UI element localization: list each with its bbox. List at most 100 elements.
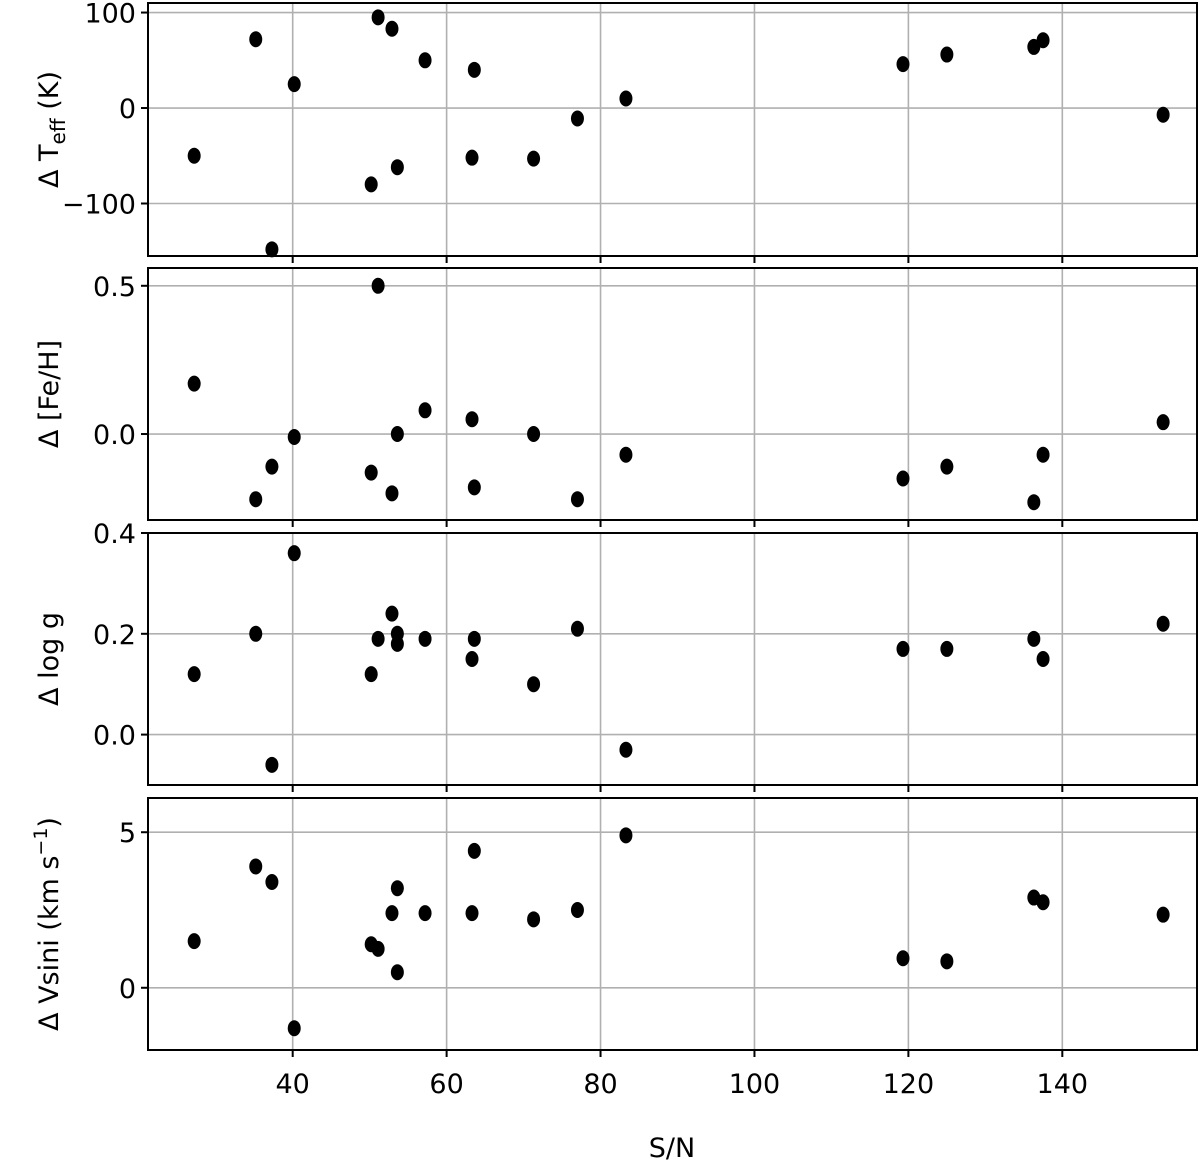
- data-point: [1156, 615, 1170, 632]
- data-point: [187, 147, 201, 164]
- data-point: [1027, 630, 1041, 647]
- y-tick-label: 0.5: [93, 272, 136, 303]
- data-point: [896, 640, 910, 657]
- data-point: [390, 426, 404, 443]
- data-point: [390, 964, 404, 981]
- panel-frame: [147, 797, 1198, 1051]
- data-point: [465, 149, 479, 166]
- data-point: [570, 902, 584, 918]
- data-point: [287, 76, 301, 93]
- data-point: [1036, 446, 1050, 463]
- data-point: [527, 426, 541, 443]
- data-point: [287, 428, 301, 445]
- data-point: [371, 9, 385, 26]
- data-point: [371, 940, 385, 957]
- data-point: [940, 953, 954, 970]
- data-point: [527, 911, 541, 928]
- y-tick-label: 0: [119, 974, 136, 1005]
- data-point: [249, 31, 263, 48]
- y-tick-label: −100: [62, 189, 136, 220]
- data-point: [385, 485, 399, 502]
- y-axis-label: Δ log g: [34, 612, 65, 706]
- data-point: [465, 651, 479, 667]
- y-axis-label: Δ Vsini (km s−1): [30, 817, 65, 1031]
- y-axis-label: Δ Teff (K): [34, 71, 70, 188]
- data-point: [1027, 494, 1041, 511]
- x-tick-label: 40: [276, 1069, 310, 1100]
- x-tick-label: 100: [729, 1069, 781, 1100]
- data-point: [249, 491, 263, 508]
- panel-2: 0.5 0.0 Δ [Fe/H]: [34, 267, 1198, 527]
- data-point: [940, 640, 954, 657]
- data-point: [896, 950, 910, 967]
- data-point: [418, 905, 432, 922]
- data-point: [390, 159, 404, 176]
- data-point: [390, 880, 404, 897]
- data-point: [1156, 906, 1170, 923]
- data-point: [619, 446, 633, 463]
- data-point: [418, 630, 432, 647]
- data-point: [465, 905, 479, 922]
- data-point: [619, 90, 633, 107]
- data-point: [418, 402, 432, 419]
- data-point: [390, 635, 404, 652]
- data-point: [467, 479, 481, 496]
- data-point: [385, 605, 399, 622]
- data-point: [1036, 651, 1050, 667]
- data-point: [619, 741, 633, 758]
- data-point: [364, 464, 378, 481]
- x-tick-label: 120: [883, 1069, 935, 1100]
- x-tick-label: 140: [1037, 1069, 1089, 1100]
- panel-3: 0.4 0.2 0.0 Δ log g: [34, 519, 1198, 792]
- data-point: [527, 676, 541, 693]
- data-point: [1156, 414, 1170, 431]
- y-tick-label: 5: [119, 818, 136, 849]
- y-tick-label: 0.0: [93, 420, 136, 451]
- x-tick-label: 60: [429, 1069, 463, 1100]
- data-point: [187, 933, 201, 950]
- y-tick-label: 0: [119, 94, 136, 125]
- data-point: [570, 620, 584, 637]
- data-point: [385, 905, 399, 922]
- data-point: [570, 491, 584, 508]
- y-axis-label: Δ [Fe/H]: [34, 340, 65, 448]
- data-point: [1156, 106, 1170, 123]
- data-point: [418, 52, 432, 69]
- y-tick-label: 100: [84, 0, 136, 30]
- data-point: [570, 110, 584, 127]
- data-point: [187, 375, 201, 392]
- panel-frame: [147, 2, 1198, 257]
- data-point: [187, 666, 201, 683]
- data-point: [1036, 894, 1050, 911]
- data-point: [1036, 32, 1050, 49]
- data-point: [467, 630, 481, 647]
- data-point: [896, 470, 910, 487]
- data-point: [465, 411, 479, 428]
- y-tick-label: 0.0: [93, 721, 136, 752]
- y-tick-label: 0.2: [93, 620, 136, 651]
- x-tick-label: 80: [583, 1069, 617, 1100]
- data-point: [467, 61, 481, 78]
- data-point: [940, 46, 954, 63]
- data-point: [896, 56, 910, 73]
- data-point: [287, 545, 301, 562]
- data-point: [527, 150, 541, 167]
- y-tick-label: 0.4: [93, 519, 136, 550]
- x-axis-label: S/N: [649, 1133, 695, 1164]
- data-point: [385, 20, 399, 37]
- data-point: [265, 874, 279, 890]
- data-point: [364, 176, 378, 193]
- data-point: [467, 842, 481, 859]
- panel-frame: [147, 267, 1198, 521]
- data-point: [619, 827, 633, 844]
- data-point: [265, 241, 279, 258]
- panel-frame: [147, 532, 1198, 786]
- data-point: [249, 625, 263, 642]
- panel-4: 5 0 40 60 80 100 120 140 Δ Vsini (km s−1): [30, 797, 1198, 1100]
- data-point: [265, 458, 279, 475]
- data-point: [249, 858, 263, 875]
- data-point: [265, 756, 279, 773]
